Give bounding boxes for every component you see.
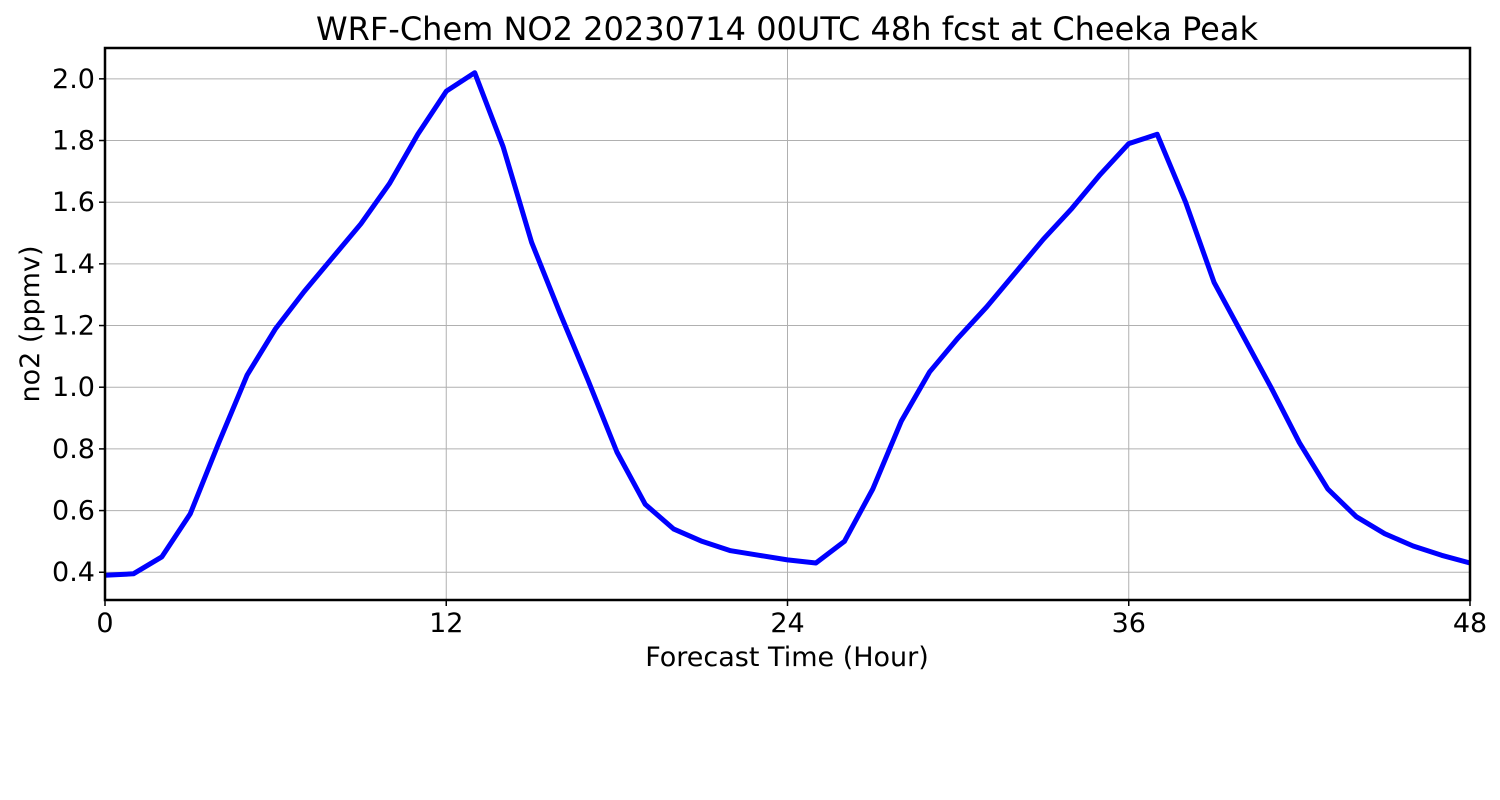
x-tick-label: 0 <box>96 608 113 639</box>
y-tick-label: 2.0 <box>52 64 95 95</box>
x-tick-label: 12 <box>429 608 463 639</box>
y-tick-label: 0.6 <box>52 496 95 527</box>
x-tick-label: 48 <box>1453 608 1487 639</box>
y-tick-label: 0.8 <box>52 434 95 465</box>
y-tick-label: 1.0 <box>52 372 95 403</box>
axis-ticks: 0 12 24 36 48 0.4 0.6 0.8 1.0 1.2 1.4 1.6 1.8 2.0 <box>52 64 1487 639</box>
y-axis-label: no2 (ppmv) <box>15 245 46 402</box>
y-tick-label: 0.4 <box>52 557 95 588</box>
x-axis-label: Forecast Time (Hour) <box>645 642 929 673</box>
grid-lines <box>104 48 1471 600</box>
no2-series-line <box>104 70 1471 578</box>
series-layer <box>104 70 1471 578</box>
y-tick-label: 1.8 <box>52 126 95 157</box>
y-tick-label: 1.4 <box>52 249 95 280</box>
x-tick-label: 24 <box>770 608 804 639</box>
x-tick-label: 36 <box>1112 608 1146 639</box>
chart-title: WRF-Chem NO2 20230714 00UTC 48h fcst at … <box>316 10 1258 48</box>
y-tick-label: 1.2 <box>52 311 95 342</box>
y-tick-label: 1.6 <box>52 187 95 218</box>
